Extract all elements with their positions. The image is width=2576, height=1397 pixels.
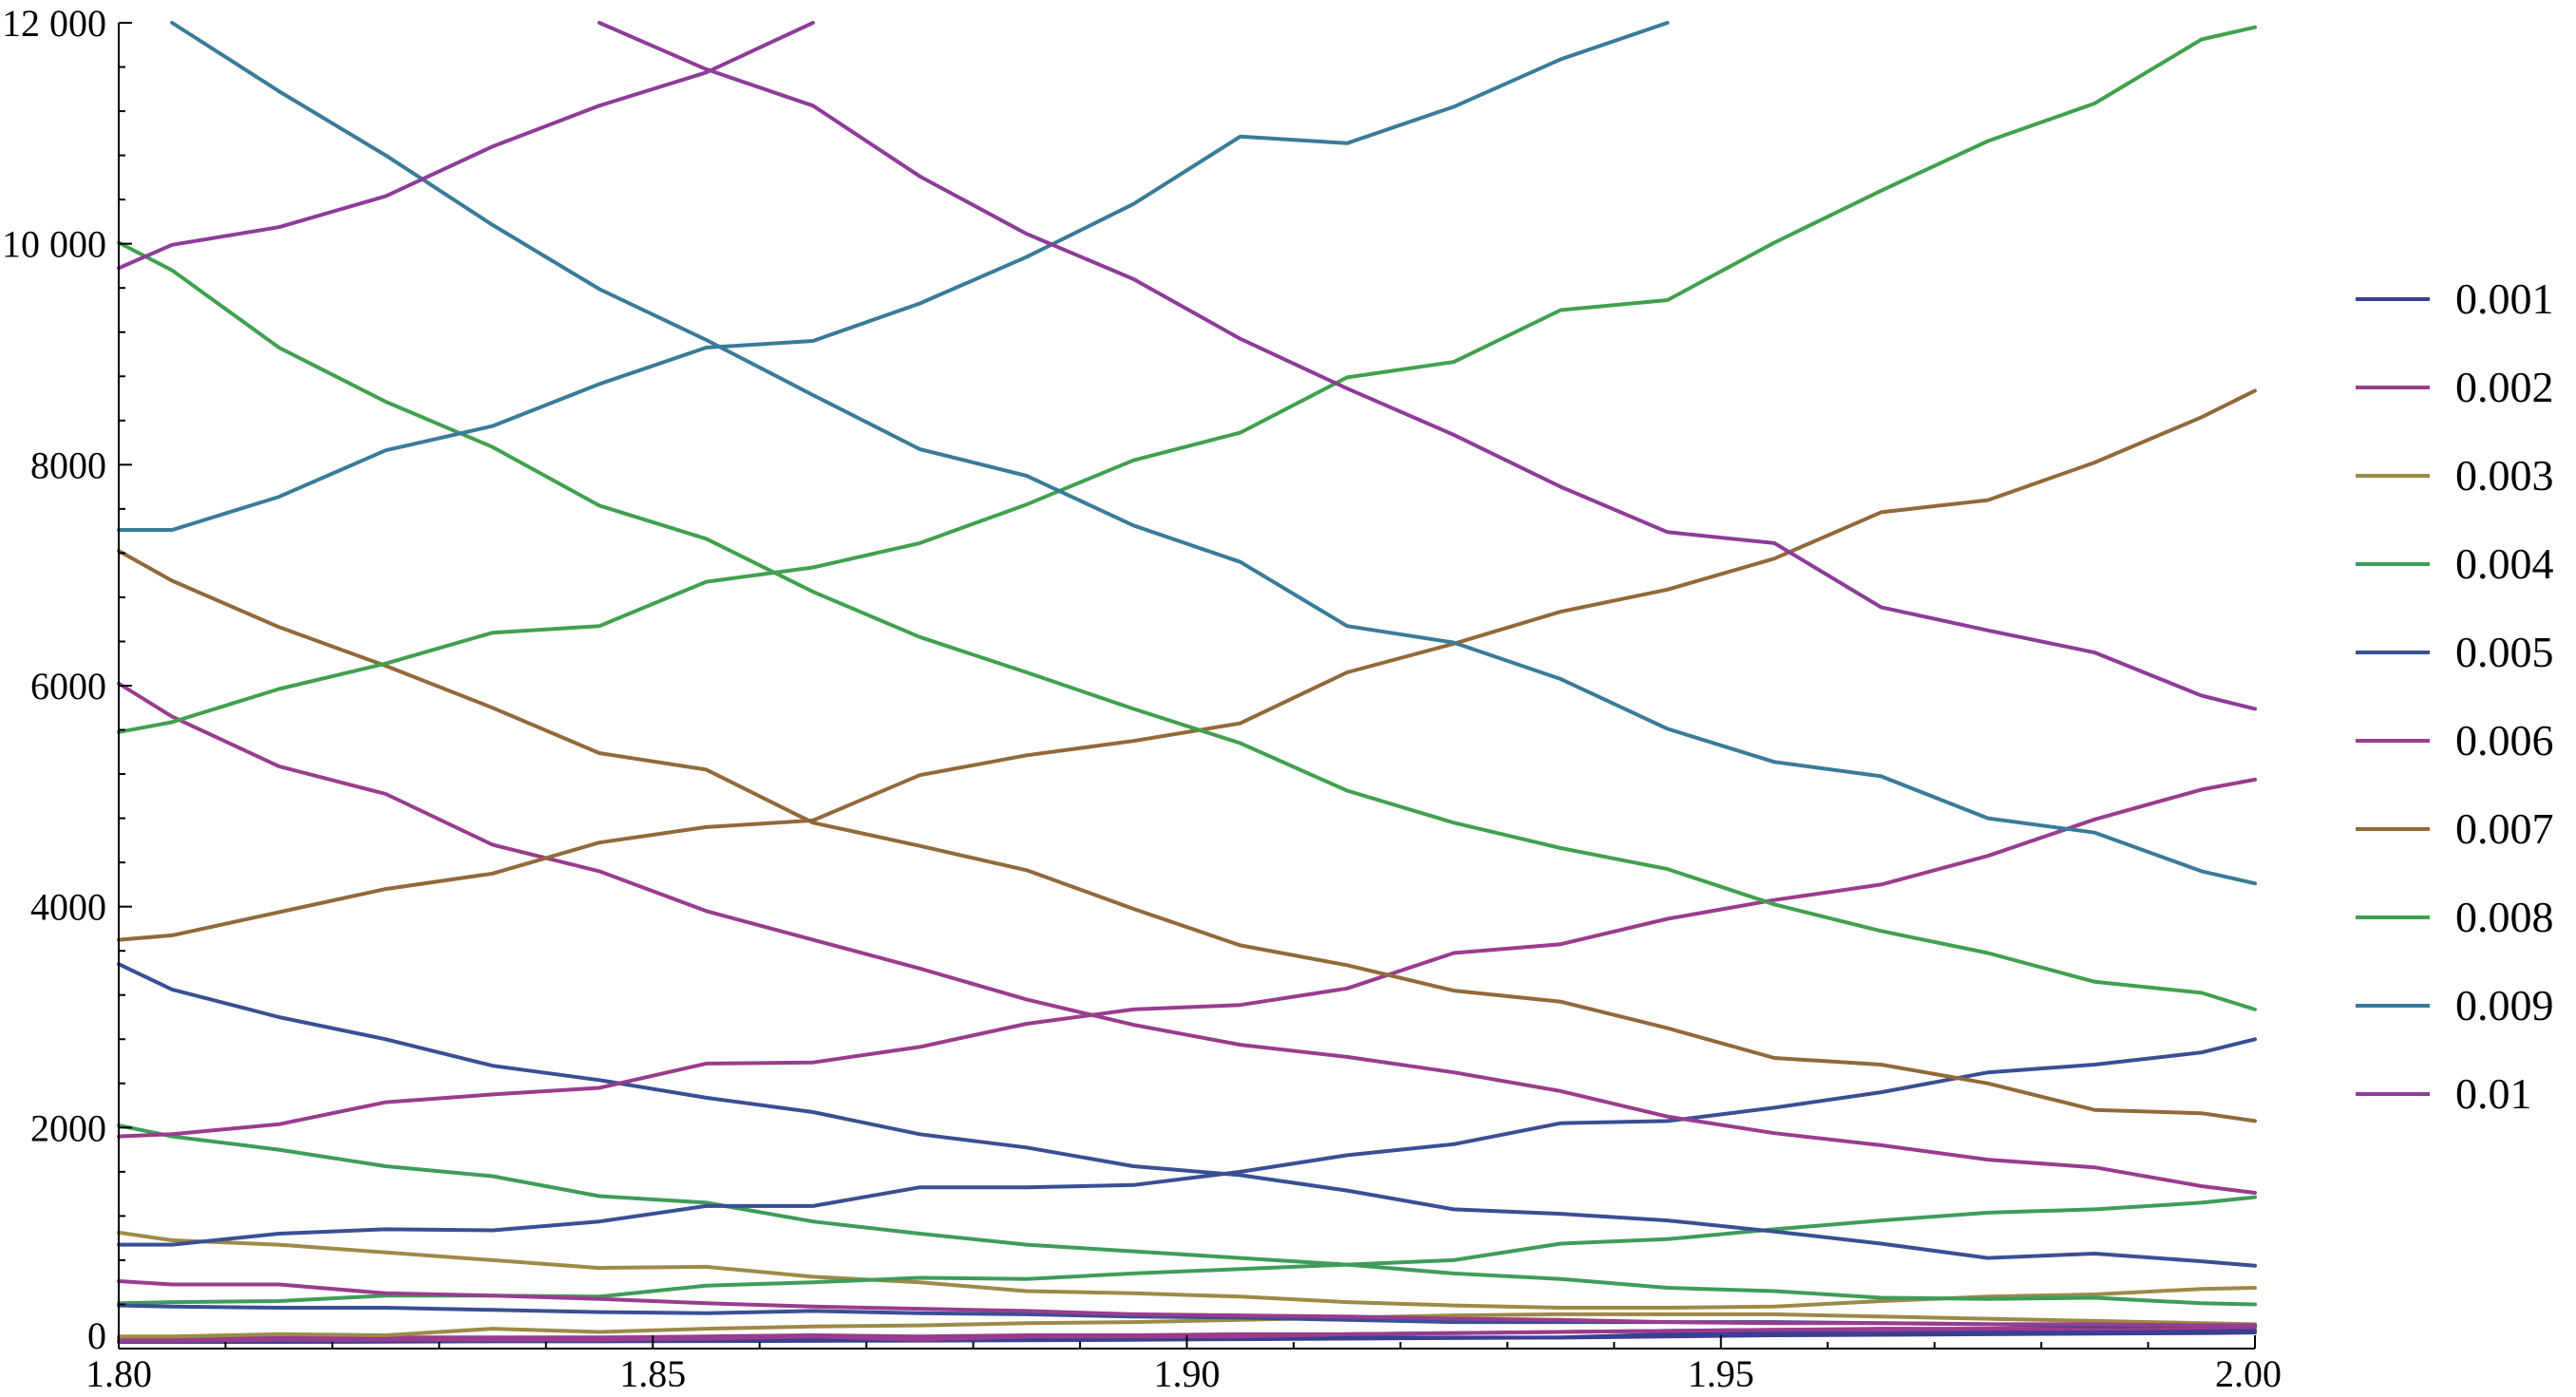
- y-tick-label: 0: [87, 1314, 106, 1357]
- series-line-9: [117, 1037, 2257, 1247]
- legend-label: 0.003: [2455, 451, 2554, 500]
- y-tick-label: 2000: [30, 1106, 106, 1149]
- series-line-22: [597, 21, 2257, 711]
- x-tick-label: 1.95: [1688, 1352, 1754, 1395]
- x-tick-label: 1.85: [619, 1352, 686, 1395]
- series-lines: [117, 21, 2257, 1344]
- series-line-12: [117, 777, 2257, 1139]
- legend-label: 0.002: [2455, 363, 2554, 411]
- series-line-15: [117, 388, 2257, 942]
- y-axis-ticks: 0 2000 4000 6000 8000 10 000 12 000: [2, 2, 132, 1357]
- series-line-21: [117, 21, 815, 271]
- legend-label: 0.007: [2455, 804, 2554, 853]
- series-line-16: [117, 549, 2257, 1123]
- series-line-10: [117, 962, 2257, 1268]
- legend-label: 0.009: [2455, 981, 2554, 1029]
- x-tick-label: 1.80: [85, 1352, 152, 1395]
- series-line-20: [170, 21, 2257, 886]
- y-tick-label: 10 000: [2, 223, 106, 266]
- series-line-19: [117, 21, 1670, 532]
- legend-label: 0.006: [2455, 716, 2554, 765]
- series-line-17: [117, 25, 2257, 734]
- y-tick-label: 8000: [30, 444, 106, 486]
- legend-label: 0.001: [2455, 274, 2554, 323]
- legend-label: 0.008: [2455, 893, 2554, 941]
- y-tick-label: 6000: [30, 665, 106, 708]
- y-tick-label: 4000: [30, 886, 106, 929]
- legend: 0.001 0.002 0.003 0.004 0.005 0.006 0.007 0.008…: [2356, 274, 2554, 1118]
- series-line-13: [117, 681, 2257, 1195]
- legend-label: 0.005: [2455, 628, 2554, 676]
- y-tick-label: 12 000: [2, 2, 106, 45]
- x-axis-ticks: 1.80 1.85 1.90 1.95 2.00: [85, 1335, 2282, 1395]
- series-line-18: [117, 240, 2257, 1011]
- series-line-5: [117, 1312, 2257, 1339]
- x-tick-label: 2.00: [2215, 1352, 2282, 1395]
- legend-label: 0.004: [2455, 539, 2554, 588]
- series-line-14: [117, 1279, 2257, 1328]
- legend-label: 0.01: [2455, 1069, 2532, 1118]
- x-tick-label: 1.90: [1154, 1352, 1221, 1395]
- series-line-8: [117, 1123, 2257, 1307]
- series-line-4: [117, 1325, 2257, 1340]
